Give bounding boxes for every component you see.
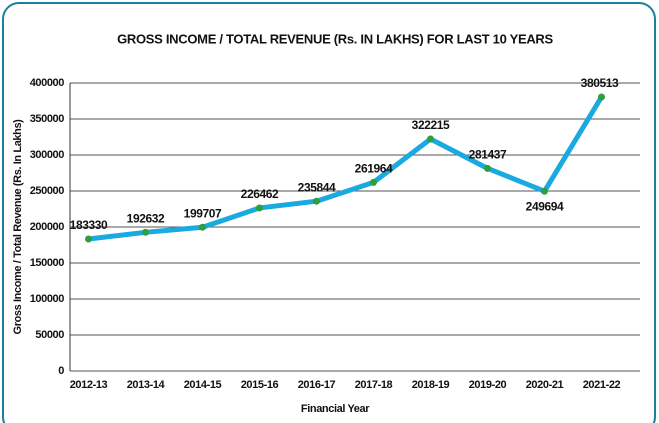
y-tick-label: 200000 bbox=[30, 221, 65, 233]
x-tick-label: 2013-14 bbox=[127, 379, 166, 391]
data-label: 261964 bbox=[355, 162, 393, 176]
marker bbox=[484, 164, 491, 172]
marker bbox=[199, 223, 206, 231]
chart-title: GROSS INCOME / TOTAL REVENUE (Rs. IN LAK… bbox=[117, 31, 553, 46]
marker bbox=[256, 204, 263, 212]
y-tick-label: 150000 bbox=[30, 257, 65, 269]
series-line bbox=[88, 95, 604, 242]
y-tick-label: 0 bbox=[58, 365, 64, 377]
marker bbox=[541, 187, 548, 195]
data-label: 235844 bbox=[298, 180, 336, 194]
data-label: 249694 bbox=[526, 199, 564, 213]
marker bbox=[85, 235, 92, 243]
marker bbox=[370, 178, 377, 186]
y-tick-label: 400000 bbox=[30, 77, 65, 89]
marker bbox=[427, 135, 434, 143]
data-label: 226462 bbox=[241, 187, 279, 201]
x-tick-label: 2015-16 bbox=[241, 379, 279, 391]
marker bbox=[313, 197, 320, 205]
data-label: 199707 bbox=[184, 206, 222, 220]
data-label: 183330 bbox=[70, 218, 108, 232]
x-tick-label: 2016-17 bbox=[298, 379, 336, 391]
x-tick-label: 2019-20 bbox=[469, 379, 507, 391]
y-tick-label: 250000 bbox=[30, 185, 65, 197]
x-tick-label: 2012-13 bbox=[70, 379, 108, 391]
x-tick-label: 2021-22 bbox=[583, 379, 621, 391]
data-label: 322215 bbox=[412, 118, 450, 132]
y-tick-label: 100000 bbox=[30, 293, 65, 305]
x-tick-label: 2018-19 bbox=[412, 379, 450, 391]
x-tick-label: 2020-21 bbox=[526, 379, 564, 391]
marker bbox=[142, 228, 149, 236]
x-tick-label: 2014-15 bbox=[184, 379, 222, 391]
data-label: 281437 bbox=[469, 148, 507, 162]
y-tick-label: 50000 bbox=[35, 329, 64, 341]
data-label: 192632 bbox=[127, 211, 165, 225]
y-tick-label: 300000 bbox=[30, 149, 65, 161]
x-tick-label: 2017-18 bbox=[355, 379, 393, 391]
y-axis-label: Gross Income / Total Revenue (Rs. In Lak… bbox=[12, 119, 24, 335]
data-label: 380513 bbox=[581, 76, 619, 90]
marker bbox=[598, 93, 605, 101]
y-tick-label: 350000 bbox=[30, 113, 65, 125]
x-axis-label: Financial Year bbox=[301, 403, 370, 415]
